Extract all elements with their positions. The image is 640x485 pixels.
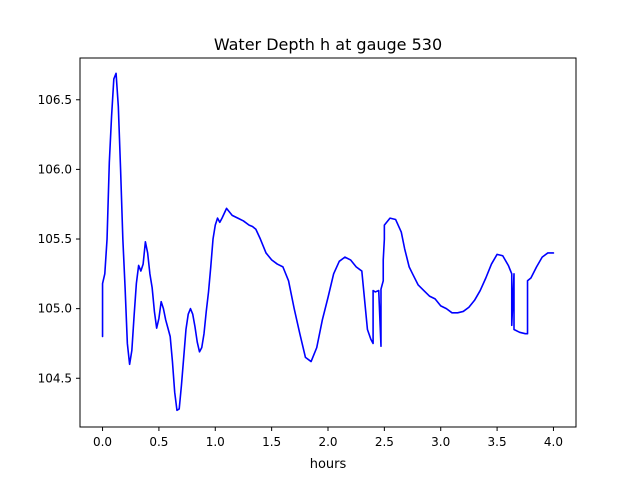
y-tick-label: 105.0 [38, 302, 72, 316]
x-tick-label: 3.0 [431, 435, 450, 449]
series-layer [101, 72, 555, 412]
y-tick-label: 105.5 [38, 232, 72, 246]
y-tick-label: 106.5 [38, 93, 72, 107]
chart-title: Water Depth h at gauge 530 [214, 35, 442, 54]
x-tick-label: 2.5 [375, 435, 394, 449]
x-tick-label: 4.0 [544, 435, 563, 449]
x-tick-label: 1.0 [206, 435, 225, 449]
x-axis-label: hours [310, 457, 347, 472]
x-tick-label: 3.5 [488, 435, 507, 449]
y-tick-label: 104.5 [38, 371, 72, 385]
y-axis: 104.5 105.0 105.5 106.0 106.5 [38, 93, 80, 385]
plot-area [80, 58, 576, 427]
series-line-water-depth [101, 72, 555, 412]
x-tick-label: 2.0 [318, 435, 337, 449]
x-axis: 0.0 0.5 1.0 1.5 2.0 2.5 3.0 3.5 4.0 [93, 427, 563, 449]
y-tick-label: 106.0 [38, 162, 72, 176]
x-tick-label: 0.0 [93, 435, 112, 449]
x-tick-label: 0.5 [149, 435, 168, 449]
x-tick-label: 1.5 [262, 435, 281, 449]
